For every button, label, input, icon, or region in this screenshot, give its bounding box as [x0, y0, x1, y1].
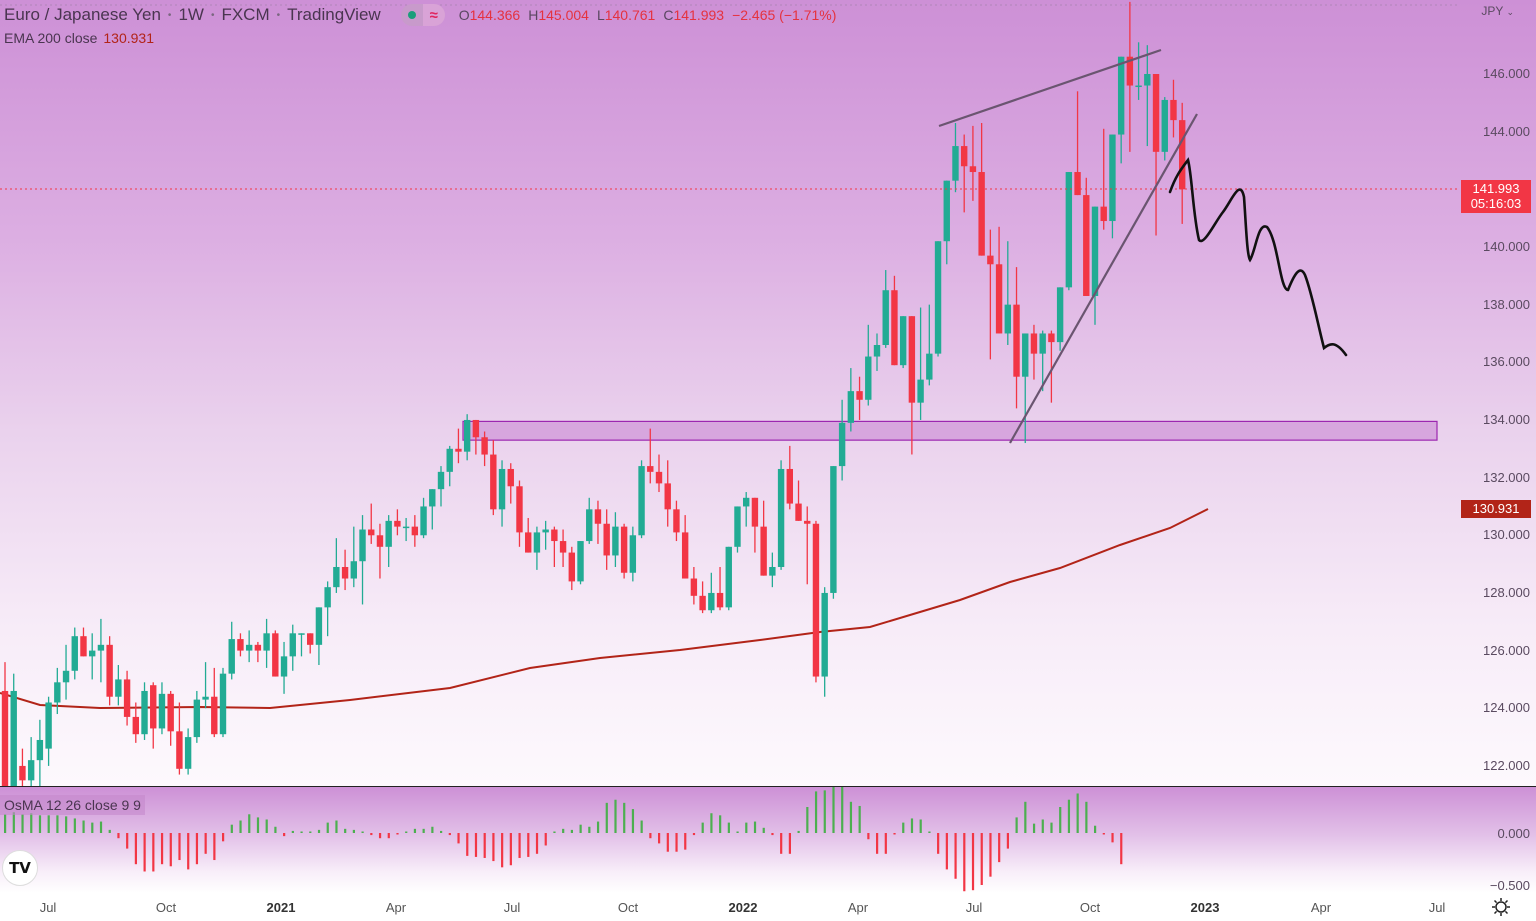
- separator-dot: •: [276, 9, 281, 21]
- interval[interactable]: 1W: [178, 5, 204, 24]
- symbol-name[interactable]: Euro / Japanese Yen: [4, 5, 161, 24]
- ema-price-tag: 130.931: [1461, 500, 1531, 518]
- settings-gear-icon[interactable]: [1491, 897, 1511, 917]
- price-tick: 138.000: [1483, 296, 1530, 312]
- low-label: L: [596, 7, 605, 23]
- time-tick: Oct: [155, 900, 177, 915]
- ema-legend[interactable]: EMA 200 close 130.931: [4, 30, 154, 46]
- last-price-tag: 141.993 05:16:03: [1461, 180, 1531, 213]
- time-tick: Jul: [503, 900, 521, 915]
- change-value: −2.465 (−1.71%): [732, 7, 837, 23]
- close-value: 141.993: [673, 7, 725, 23]
- price-tick: 130.000: [1483, 527, 1530, 543]
- low-value: 140.761: [604, 7, 656, 23]
- close-label: C: [663, 7, 674, 23]
- trendline: [1009, 113, 1198, 444]
- time-tick: Jul: [1428, 900, 1446, 915]
- data-source: TradingView: [287, 5, 381, 24]
- projection-drawing: [1168, 157, 1348, 357]
- symbol-legend[interactable]: Euro / Japanese Yen • 1W • FXCM • Tradin…: [4, 4, 836, 26]
- separator-dot: •: [167, 9, 172, 21]
- time-tick: Apr: [385, 900, 407, 915]
- osma-legend[interactable]: OsMA 12 26 close 9 9: [0, 795, 145, 815]
- exchange: FXCM: [221, 5, 270, 24]
- high-label: H: [528, 7, 539, 23]
- time-tick: Apr: [847, 900, 869, 915]
- price-tick: 122.000: [1483, 757, 1530, 773]
- market-open-dot-icon: [401, 4, 423, 26]
- osc-tick-neg: −0.500: [1489, 878, 1530, 893]
- osma-histogram[interactable]: [0, 787, 1536, 893]
- ema-label: EMA 200 close: [4, 30, 98, 46]
- status-pill[interactable]: ≈: [400, 4, 445, 26]
- price-tick: 132.000: [1483, 469, 1530, 485]
- tradingview-logo[interactable]: TV: [2, 850, 38, 886]
- ohlc-values: O144.366 H145.004 L140.761 C141.993 −2.4…: [459, 7, 837, 23]
- last-price: 141.993: [1472, 181, 1520, 196]
- time-tick: Apr: [1310, 900, 1332, 915]
- time-tick: 2022: [728, 900, 758, 915]
- time-tick: Oct: [1079, 900, 1101, 915]
- time-tick: 2023: [1190, 900, 1220, 915]
- pane-divider[interactable]: [0, 786, 1536, 787]
- oscillator-pane[interactable]: OsMA 12 26 close 9 9 0.000 −0.500: [0, 787, 1536, 893]
- price-tick: 134.000: [1483, 411, 1530, 427]
- open-value: 144.366: [469, 7, 521, 23]
- main-chart-pane[interactable]: Euro / Japanese Yen • 1W • FXCM • Tradin…: [0, 0, 1536, 786]
- open-label: O: [458, 7, 470, 23]
- replay-wave-icon: ≈: [422, 4, 445, 26]
- support-zone: [462, 420, 1438, 441]
- time-tick: Jul: [965, 900, 983, 915]
- price-tick: 140.000: [1483, 238, 1530, 254]
- bar-countdown: 05:16:03: [1470, 196, 1522, 211]
- price-chart-canvas[interactable]: [0, 0, 1536, 786]
- trendline: [938, 48, 1162, 128]
- price-tick: 146.000: [1483, 66, 1530, 81]
- price-tick: 136.000: [1483, 354, 1530, 370]
- currency-label: JPY: [1481, 4, 1504, 18]
- price-tick: 128.000: [1483, 584, 1530, 600]
- high-value: 145.004: [538, 7, 589, 23]
- price-tick: 124.000: [1483, 700, 1530, 716]
- ema-value: 130.931: [103, 30, 154, 46]
- time-axis[interactable]: Jul Oct 2021 Apr Jul Oct 2022 Apr Jul Oct 2023 Apr J…: [0, 893, 1536, 921]
- currency-selector[interactable]: JPY ⌄: [1481, 4, 1514, 18]
- time-tick: Jul: [39, 900, 57, 915]
- price-tick: 126.000: [1483, 642, 1530, 658]
- chevron-down-icon: ⌄: [1506, 7, 1514, 17]
- time-tick: 2021: [266, 900, 296, 915]
- time-tick: Oct: [617, 900, 639, 915]
- separator-dot: •: [210, 9, 215, 21]
- price-tick: 144.000: [1483, 123, 1530, 139]
- osc-tick-zero: 0.000: [1497, 826, 1530, 841]
